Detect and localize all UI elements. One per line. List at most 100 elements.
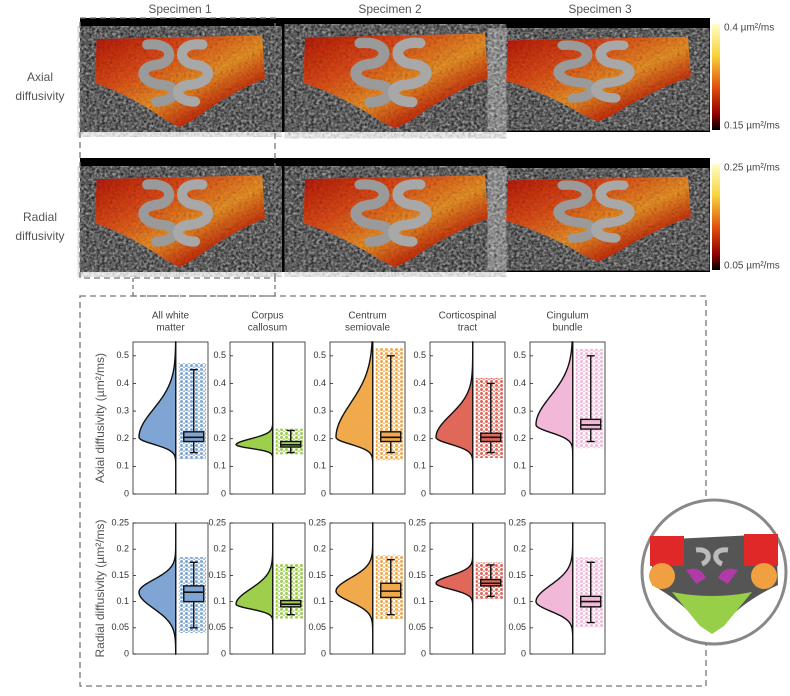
y-tick-label: 0 <box>321 648 326 658</box>
column-label: Specimen 3 <box>568 2 632 16</box>
plot-frame <box>429 341 506 495</box>
y-tick-label: 0 <box>321 488 326 498</box>
y-tick-label: 0.05 <box>208 622 226 632</box>
y-tick-label: 0.15 <box>308 570 326 580</box>
violin <box>235 342 274 494</box>
y-tick-label: 0.1 <box>116 461 129 471</box>
y-axis-label: Axial diffusivity (µm²/ms) <box>93 353 107 483</box>
violin <box>535 523 574 654</box>
box <box>183 585 205 603</box>
y-tick-label: 0.2 <box>213 433 226 443</box>
y-tick-label: 0.15 <box>408 570 426 580</box>
y-tick-label: 0.4 <box>116 378 129 388</box>
y-tick-label: 0 <box>124 488 129 498</box>
y-tick-label: 0 <box>421 488 426 498</box>
y-tick-label: 0 <box>421 648 426 658</box>
y-tick-label: 0.5 <box>213 350 226 360</box>
plot-frame <box>529 341 606 495</box>
violin <box>535 341 574 494</box>
point-cloud <box>575 348 603 449</box>
panel-title: Corpus <box>251 311 283 322</box>
panel-title: matter <box>156 323 185 334</box>
y-tick-label: 0.3 <box>413 405 426 415</box>
dashed-frame <box>79 295 707 687</box>
plot-frame <box>229 522 306 655</box>
y-tick-label: 0.2 <box>313 433 326 443</box>
colorbar-label: 0.05 µm²/ms <box>724 261 780 272</box>
plot-frame <box>229 341 306 495</box>
y-axis-label: Radial diffusivity (µm²/ms) <box>93 519 107 657</box>
y-tick-label: 0.3 <box>213 405 226 415</box>
plot-frame <box>132 341 209 495</box>
row-label: Axial <box>27 70 53 84</box>
panel-title: tract <box>458 323 478 334</box>
plot-frame <box>429 522 506 655</box>
y-tick-label: 0.3 <box>313 405 326 415</box>
point-cloud <box>178 363 206 460</box>
y-tick-label: 0.2 <box>213 544 226 554</box>
y-tick-label: 0.2 <box>116 544 129 554</box>
dashed-frame <box>79 17 276 279</box>
y-tick-label: 0.25 <box>508 517 526 527</box>
panel-title: Corticospinal <box>439 311 497 322</box>
violin <box>138 341 177 494</box>
violin <box>435 523 474 654</box>
violin <box>335 341 374 494</box>
point-cloud <box>575 557 603 628</box>
panel-title: semiovale <box>345 323 390 334</box>
column-label: Specimen 1 <box>148 2 212 16</box>
y-tick-label: 0.15 <box>208 570 226 580</box>
point-cloud <box>475 377 503 459</box>
y-tick-label: 0.2 <box>413 544 426 554</box>
violin <box>335 523 374 654</box>
y-tick-label: 0.4 <box>313 378 326 388</box>
colorbar-label: 0.4 µm²/ms <box>724 23 774 34</box>
point-cloud <box>375 348 403 461</box>
point-cloud <box>275 563 303 619</box>
y-tick-label: 0.1 <box>213 596 226 606</box>
colorbar <box>712 24 720 130</box>
y-tick-label: 0.4 <box>213 378 226 388</box>
y-tick-label: 0.4 <box>413 378 426 388</box>
plot-frame <box>529 522 606 655</box>
column-label: Specimen 2 <box>358 2 422 16</box>
row-label: diffusivity <box>15 229 64 243</box>
y-tick-label: 0.5 <box>513 350 526 360</box>
y-tick-label: 0.15 <box>111 570 129 580</box>
y-tick-label: 0.4 <box>513 378 526 388</box>
y-tick-label: 0.05 <box>308 622 326 632</box>
plot-frame <box>329 341 406 495</box>
plot-frame <box>329 522 406 655</box>
y-tick-label: 0.2 <box>513 544 526 554</box>
y-tick-label: 0 <box>521 648 526 658</box>
violin <box>138 523 177 655</box>
plot-frame <box>132 522 209 655</box>
colorbar <box>712 164 720 270</box>
y-tick-label: 0 <box>124 648 129 658</box>
y-tick-label: 0.25 <box>208 517 226 527</box>
violin <box>235 523 274 654</box>
y-tick-label: 0.25 <box>308 517 326 527</box>
row-label: Radial <box>23 210 57 224</box>
y-tick-label: 0 <box>221 488 226 498</box>
y-tick-label: 0 <box>521 488 526 498</box>
y-tick-label: 0.1 <box>513 461 526 471</box>
y-tick-label: 0.05 <box>508 622 526 632</box>
y-tick-label: 0.05 <box>111 622 129 632</box>
colorbar-label: 0.15 µm²/ms <box>724 121 780 132</box>
y-tick-label: 0.25 <box>111 517 129 527</box>
y-tick-label: 0.1 <box>313 461 326 471</box>
colorbar-label: 0.25 µm²/ms <box>724 163 780 174</box>
panel-title: Centrum <box>348 311 386 322</box>
y-tick-label: 0.15 <box>508 570 526 580</box>
y-tick-label: 0.05 <box>408 622 426 632</box>
region-inset <box>640 498 788 646</box>
y-tick-label: 0.3 <box>116 405 129 415</box>
y-tick-label: 0 <box>221 648 226 658</box>
y-tick-label: 0.5 <box>413 350 426 360</box>
row-label: diffusivity <box>15 89 64 103</box>
y-tick-label: 0.1 <box>513 596 526 606</box>
y-tick-label: 0.1 <box>413 461 426 471</box>
y-tick-label: 0.1 <box>213 461 226 471</box>
